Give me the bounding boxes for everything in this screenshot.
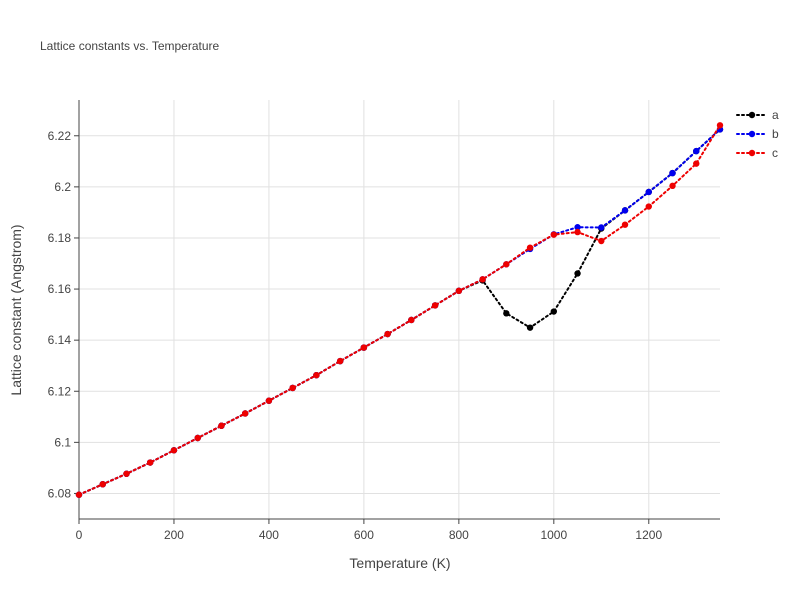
x-tick-label: 0	[76, 528, 83, 542]
series-line-b	[78, 128, 721, 496]
axes	[74, 100, 720, 524]
legend-swatch-marker	[748, 149, 756, 157]
data-point-c	[716, 122, 724, 129]
y-tick-label: 6.2	[54, 180, 71, 194]
data-point-b	[621, 207, 629, 214]
data-point-c	[313, 371, 320, 379]
data-point-c	[123, 470, 130, 477]
y-tick-label: 6.12	[48, 384, 72, 398]
x-tick-label: 200	[164, 528, 184, 542]
series-line-a	[78, 128, 721, 496]
data-point-c	[503, 261, 510, 268]
data-point-c	[455, 287, 463, 295]
x-tick-label: 1200	[635, 528, 662, 542]
data-point-c	[99, 481, 106, 488]
legend-label: a	[772, 108, 779, 122]
data-point-c	[218, 422, 225, 429]
data-point-c	[147, 459, 154, 466]
data-point-a	[503, 310, 510, 317]
legend-item-b[interactable]: b	[736, 127, 779, 141]
legend: abc	[736, 108, 779, 160]
data-point-c	[526, 244, 534, 251]
y-tick-label: 6.18	[48, 231, 72, 245]
x-tick-label: 1000	[540, 528, 567, 542]
data-point-c	[693, 160, 700, 167]
x-tick-label: 800	[449, 528, 469, 542]
data-point-a	[526, 324, 534, 331]
legend-item-a[interactable]: a	[736, 108, 779, 122]
y-tick-label: 6.22	[48, 129, 72, 143]
data-point-c	[574, 228, 581, 236]
data-point-c	[170, 447, 178, 454]
data-point-c	[289, 384, 296, 392]
legend-label: b	[772, 127, 779, 141]
data-point-c	[360, 344, 368, 351]
data-point-c	[384, 330, 391, 338]
data-point-b	[645, 188, 652, 196]
data-point-c	[645, 203, 652, 210]
data-point-c	[265, 397, 273, 404]
data-point-c	[431, 302, 439, 309]
y-tick-label: 6.08	[48, 486, 72, 500]
y-tick-label: 6.16	[48, 282, 72, 296]
data-point-c	[194, 434, 201, 442]
y-axis-title: Lattice constant (Angstrom)	[8, 224, 24, 395]
data-point-b	[598, 224, 605, 231]
data-point-b	[669, 169, 676, 177]
x-tick-label: 400	[259, 528, 279, 542]
data-point-a	[574, 270, 581, 277]
legend-item-c[interactable]: c	[736, 146, 778, 160]
series-line-c	[78, 124, 721, 496]
data-point-c	[598, 237, 605, 245]
data-point-c	[241, 410, 249, 417]
data-point-c	[75, 491, 83, 498]
legend-swatch-marker	[748, 111, 756, 119]
data-point-c	[408, 316, 415, 324]
y-tick-label: 6.1	[54, 435, 71, 449]
series-c	[75, 122, 724, 498]
tick-labels: 0 200 400 600 800 1000 1200 6.08 6.1 6.12 6.14 6.16…	[48, 129, 663, 542]
x-tick-label: 600	[354, 528, 374, 542]
series-plot-area	[75, 122, 724, 498]
data-point-c	[336, 357, 344, 365]
data-point-b	[693, 147, 700, 155]
data-point-c	[479, 276, 486, 283]
legend-swatch-marker	[748, 130, 756, 138]
data-point-c	[621, 221, 629, 228]
data-point-c	[550, 231, 558, 238]
data-point-c	[669, 182, 676, 190]
y-tick-label: 6.14	[48, 333, 72, 347]
chart-title: Lattice constants vs. Temperature	[40, 39, 220, 53]
grid	[79, 100, 720, 519]
data-point-b	[574, 224, 581, 231]
legend-label: c	[772, 146, 778, 160]
x-axis-title: Temperature (K)	[349, 555, 450, 571]
data-point-a	[550, 308, 558, 315]
